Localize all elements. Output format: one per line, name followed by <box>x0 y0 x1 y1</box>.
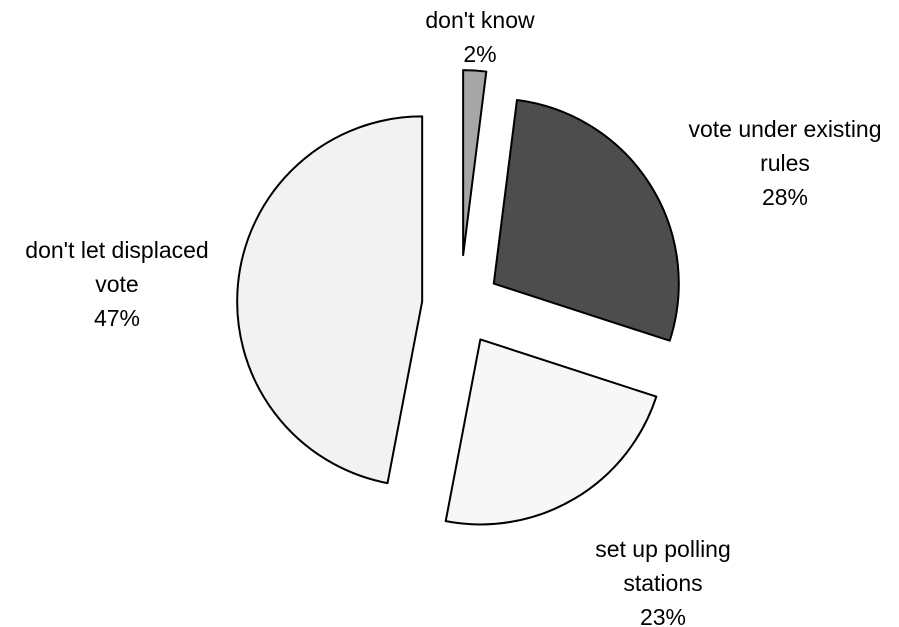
slice-label-0: don't know 2% <box>425 7 535 67</box>
slice-category-label-2-1: stations <box>623 570 702 596</box>
slice-category-label-0-0: don't know <box>425 7 535 33</box>
slice-value-label-1: 28% <box>762 184 808 210</box>
slice-label-2: set up polling stations 23% <box>595 536 731 627</box>
slice-category-label-2-0: set up polling <box>595 536 731 562</box>
slice-label-1: vote under existing rules 28% <box>688 116 881 210</box>
slice-value-label-2: 23% <box>640 604 686 627</box>
slice-category-label-3-0: don't let displaced <box>25 237 208 263</box>
slice-category-label-1-0: vote under existing <box>688 116 881 142</box>
slice-category-label-3-1: vote <box>95 271 138 297</box>
slice-category-label-1-1: rules <box>760 150 810 176</box>
labels-layer: don't know 2% vote under existing rules 28% s… <box>25 7 881 627</box>
slice-value-label-0: 2% <box>463 41 496 67</box>
slice-value-label-3: 47% <box>94 305 140 331</box>
slice-label-3: don't let displaced vote 47% <box>25 237 208 331</box>
slices-layer <box>236 69 680 526</box>
pie-slice-0 <box>462 69 488 257</box>
pie-slice-1 <box>492 99 680 342</box>
pie-slice-2 <box>444 338 658 526</box>
pie-slice-3 <box>236 115 424 485</box>
